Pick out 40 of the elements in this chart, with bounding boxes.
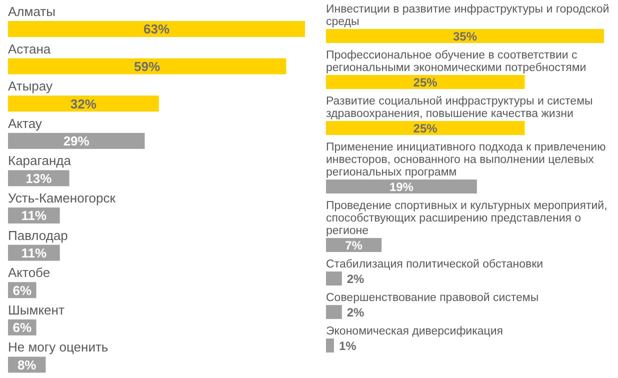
data-label: 1% [338, 338, 357, 353]
y-tick-label: Астана [8, 41, 52, 56]
data-label: 25% [413, 75, 438, 90]
data-label: 35% [452, 29, 478, 44]
data-label: 25% [413, 121, 438, 136]
y-tick-label: Шымкент [8, 302, 64, 318]
data-label: 32% [70, 96, 97, 112]
data-label: 63% [143, 22, 170, 37]
y-tick-label: Инвестиции в развитие инфраструктуры и городской среды [326, 4, 610, 28]
bar [8, 58, 286, 74]
data-label: 2% [346, 272, 365, 286]
y-tick-label: Профессиональное обучение в соответствии с региональными экономическими потребностями [326, 50, 586, 74]
data-label: 11% [21, 208, 48, 224]
data-label: 19% [389, 180, 414, 194]
y-tick-label: Атырау [8, 78, 53, 94]
y-tick-label: Стабилизация политической обстановки [326, 258, 544, 270]
y-tick-label: Актау [8, 116, 42, 131]
data-label: 13% [26, 170, 52, 186]
y-tick-label: Павлодар [8, 228, 68, 243]
y-tick-label: Усть-Каменогорск [8, 190, 116, 206]
y-tick-label: Не могу оценить [8, 340, 108, 355]
y-tick-label: Применение инициативного подхода к привлечению инвесторов, основанного на выполнении целевых региональных программ [326, 142, 606, 178]
y-tick-label: Экономическая диверсификация [326, 326, 504, 338]
data-label: 59% [134, 58, 161, 74]
data-label: 6% [12, 282, 32, 298]
data-label: 11% [21, 245, 48, 260]
y-tick-label: Актобе [8, 265, 50, 280]
data-label: 29% [63, 134, 90, 149]
y-tick-label: Совершенствование правовой системы [326, 292, 539, 304]
bar [8, 21, 305, 37]
data-label: 2% [346, 305, 365, 320]
bar [8, 96, 159, 112]
y-tick-label: Развитие социальной инфраструктуры и системы здравоохранения, повышение качества жизни [326, 96, 593, 120]
data-label: 8% [17, 357, 37, 372]
y-tick-label: Караганда [8, 153, 72, 168]
bar [8, 132, 145, 149]
data-label: 6% [12, 320, 32, 336]
data-label: 7% [345, 238, 363, 252]
y-tick-label: Проведение спортивных и культурных мероприятий, способствующих расширению представления о регионе [326, 200, 608, 237]
y-tick-label: Алматы [8, 4, 56, 19]
